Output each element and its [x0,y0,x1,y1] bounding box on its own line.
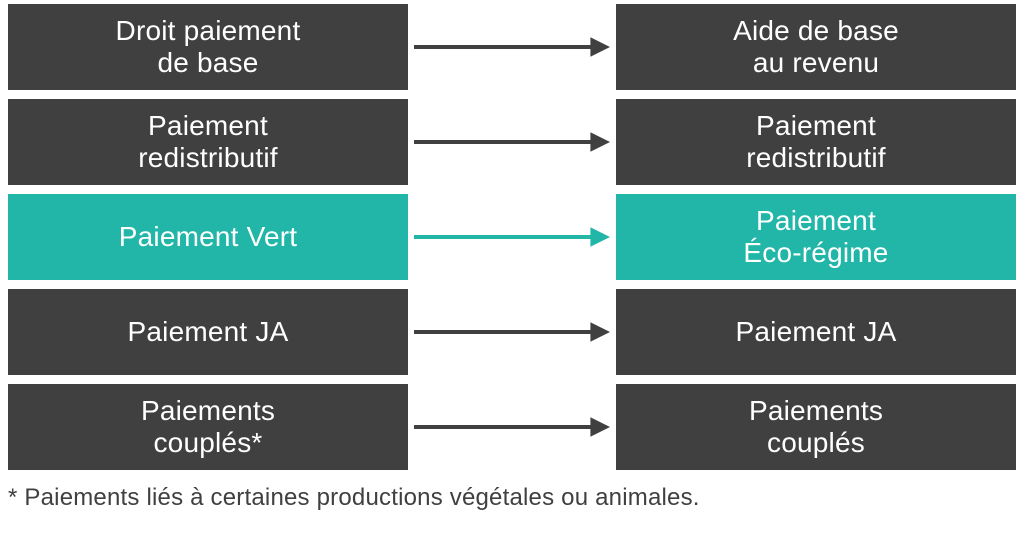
box-label-line2: redistributif [746,142,886,174]
arrow-cell [408,384,616,470]
diagram-row: Paiement JA Paiement JA [8,289,1016,375]
box-label-line1: Paiement [743,205,888,237]
box-label-line2: au revenu [733,47,899,79]
arrow-right-icon [414,412,610,442]
diagram-row: Paiements couplés* Paiements couplés [8,384,1016,470]
right-box: Paiement JA [616,289,1016,375]
box-label-line1: Paiements [141,395,275,427]
arrow-right-icon [414,127,610,157]
arrow-cell [408,4,616,90]
right-box: Paiement redistributif [616,99,1016,185]
arrow-cell [408,99,616,185]
left-box: Paiement redistributif [8,99,408,185]
right-box: Paiements couplés [616,384,1016,470]
box-label-line1: Aide de base [733,15,899,47]
box-label-line1: Paiement JA [736,316,897,348]
mapping-diagram: Droit paiement de base Aide de base au r… [8,4,1016,470]
box-label-line2: de base [116,47,301,79]
footnote-text: * Paiements liés à certaines productions… [8,484,1016,512]
box-label-line2: redistributif [138,142,278,174]
diagram-row: Paiement redistributif Paiement redistri… [8,99,1016,185]
box-label-line1: Paiements [749,395,883,427]
diagram-row: Paiement Vert Paiement Éco-régime [8,194,1016,280]
box-label-line1: Paiement [746,110,886,142]
left-box: Paiements couplés* [8,384,408,470]
box-label-line1: Paiement [138,110,278,142]
left-box: Paiement Vert [8,194,408,280]
arrow-right-icon [414,317,610,347]
box-label-line1: Paiement Vert [119,221,297,253]
left-box: Paiement JA [8,289,408,375]
box-label-line2: couplés [749,427,883,459]
arrow-cell [408,289,616,375]
arrow-right-icon [414,222,610,252]
arrow-cell [408,194,616,280]
diagram-row: Droit paiement de base Aide de base au r… [8,4,1016,90]
box-label-line1: Droit paiement [116,15,301,47]
right-box: Paiement Éco-régime [616,194,1016,280]
box-label-line2: Éco-régime [743,237,888,269]
arrow-right-icon [414,32,610,62]
left-box: Droit paiement de base [8,4,408,90]
right-box: Aide de base au revenu [616,4,1016,90]
box-label-line2: couplés* [141,427,275,459]
box-label-line1: Paiement JA [128,316,289,348]
